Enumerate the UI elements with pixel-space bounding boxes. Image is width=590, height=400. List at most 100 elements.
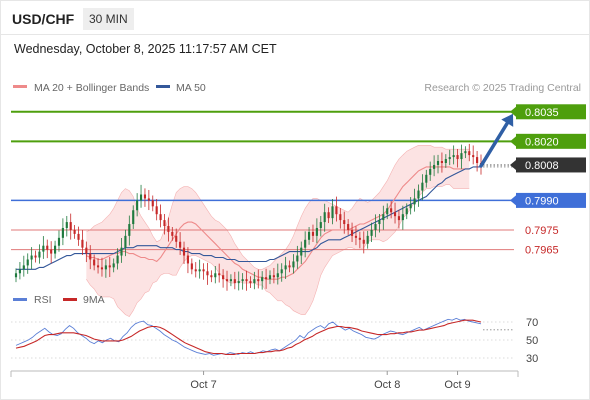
- candle: [370, 222, 373, 242]
- legend-swatch-rsi: [13, 298, 27, 301]
- candle: [18, 262, 21, 280]
- price-legend: MA 20 + Bollinger Bands MA 50 Research ©…: [13, 82, 581, 94]
- candle-body: [182, 247, 186, 256]
- candle: [257, 269, 260, 289]
- candle: [50, 241, 53, 264]
- candle: [272, 267, 275, 284]
- candle-body: [307, 231, 311, 240]
- candle-body: [46, 245, 49, 250]
- candle-body: [440, 161, 443, 163]
- candlesticks: [14, 143, 483, 291]
- price-label-text: 0.8008: [525, 160, 559, 172]
- candle: [319, 215, 322, 237]
- candle-body: [194, 269, 197, 272]
- candle: [358, 231, 361, 249]
- candle-body: [57, 237, 61, 246]
- candle-body: [186, 255, 190, 264]
- candle: [182, 241, 186, 265]
- candle: [61, 218, 64, 246]
- candle-body: [14, 273, 18, 278]
- candle: [218, 263, 221, 283]
- chart-header: USD/CHF 30 MIN: [1, 1, 589, 37]
- timeframe-badge[interactable]: 30 MIN: [83, 8, 134, 30]
- candle: [214, 265, 217, 284]
- candle-body: [401, 214, 404, 221]
- candle: [225, 270, 229, 291]
- chart-datetime: Wednesday, October 8, 2025 11:17:57 AM C…: [14, 42, 277, 56]
- candle: [249, 276, 252, 289]
- candle: [222, 269, 225, 288]
- candle: [300, 241, 303, 265]
- candle: [440, 152, 443, 173]
- candle: [472, 145, 475, 165]
- candle: [81, 230, 84, 255]
- candle-body: [163, 220, 166, 227]
- x-tick-label: Oct 7: [190, 379, 216, 391]
- candle-body: [413, 198, 416, 205]
- candle-body: [139, 194, 143, 201]
- candle: [120, 238, 123, 263]
- candle-body: [155, 206, 158, 215]
- candle: [22, 255, 25, 277]
- candle: [347, 219, 350, 235]
- candle-body: [417, 190, 420, 199]
- candle: [405, 203, 408, 220]
- candle-body: [108, 265, 111, 268]
- candle-body: [18, 269, 21, 274]
- candle-body: [257, 279, 260, 282]
- candle: [452, 145, 455, 165]
- legend-swatch-ma50: [156, 85, 170, 88]
- candle-body: [241, 279, 244, 282]
- legend-swatch-9ma: [63, 298, 77, 301]
- candle-body: [151, 200, 154, 207]
- candle-body: [421, 182, 424, 191]
- candle: [413, 188, 416, 212]
- candle: [315, 218, 318, 244]
- candle: [77, 226, 80, 246]
- candle: [34, 250, 37, 263]
- candle-body: [296, 255, 299, 262]
- rsi-tick-label: 70: [526, 317, 538, 329]
- candle: [288, 260, 291, 273]
- candle-body: [476, 157, 479, 163]
- candle-body: [136, 200, 139, 211]
- bollinger-band-area: [86, 145, 470, 317]
- candle-body: [347, 224, 350, 230]
- candle-body: [358, 237, 361, 240]
- candle-body: [218, 273, 221, 276]
- candle-body: [429, 168, 432, 175]
- candle: [26, 253, 29, 274]
- candle-body: [276, 273, 279, 278]
- rsi-tick-label: 30: [526, 353, 538, 365]
- candle: [186, 247, 190, 274]
- candle-body: [22, 265, 25, 270]
- candle: [93, 254, 96, 271]
- candle-body: [331, 206, 334, 219]
- price-label-box: [516, 104, 586, 120]
- candle: [417, 184, 420, 207]
- candle: [343, 211, 346, 234]
- price-label-box: [516, 133, 586, 149]
- candle: [464, 146, 467, 159]
- candle-body: [433, 164, 436, 169]
- candle: [245, 270, 248, 291]
- candle: [253, 271, 256, 290]
- candle-body: [167, 226, 170, 232]
- candle-body: [425, 174, 428, 183]
- candle-body: [390, 208, 393, 213]
- legend-label-rsi: RSI: [34, 294, 52, 306]
- price-label-text: 0.7990: [525, 195, 559, 207]
- price-label: 0.7975: [525, 225, 559, 237]
- candle: [104, 259, 107, 278]
- price-label: 0.7965: [525, 245, 559, 257]
- candle: [136, 193, 139, 217]
- legend-label-ma50: MA 50: [176, 82, 206, 94]
- candle-body: [143, 194, 147, 199]
- price-label: 0.8008: [510, 157, 586, 173]
- candle: [147, 189, 150, 211]
- candle-body: [214, 273, 217, 278]
- candle: [206, 262, 209, 285]
- candle: [100, 257, 104, 277]
- candle: [265, 268, 268, 289]
- candle: [386, 203, 389, 220]
